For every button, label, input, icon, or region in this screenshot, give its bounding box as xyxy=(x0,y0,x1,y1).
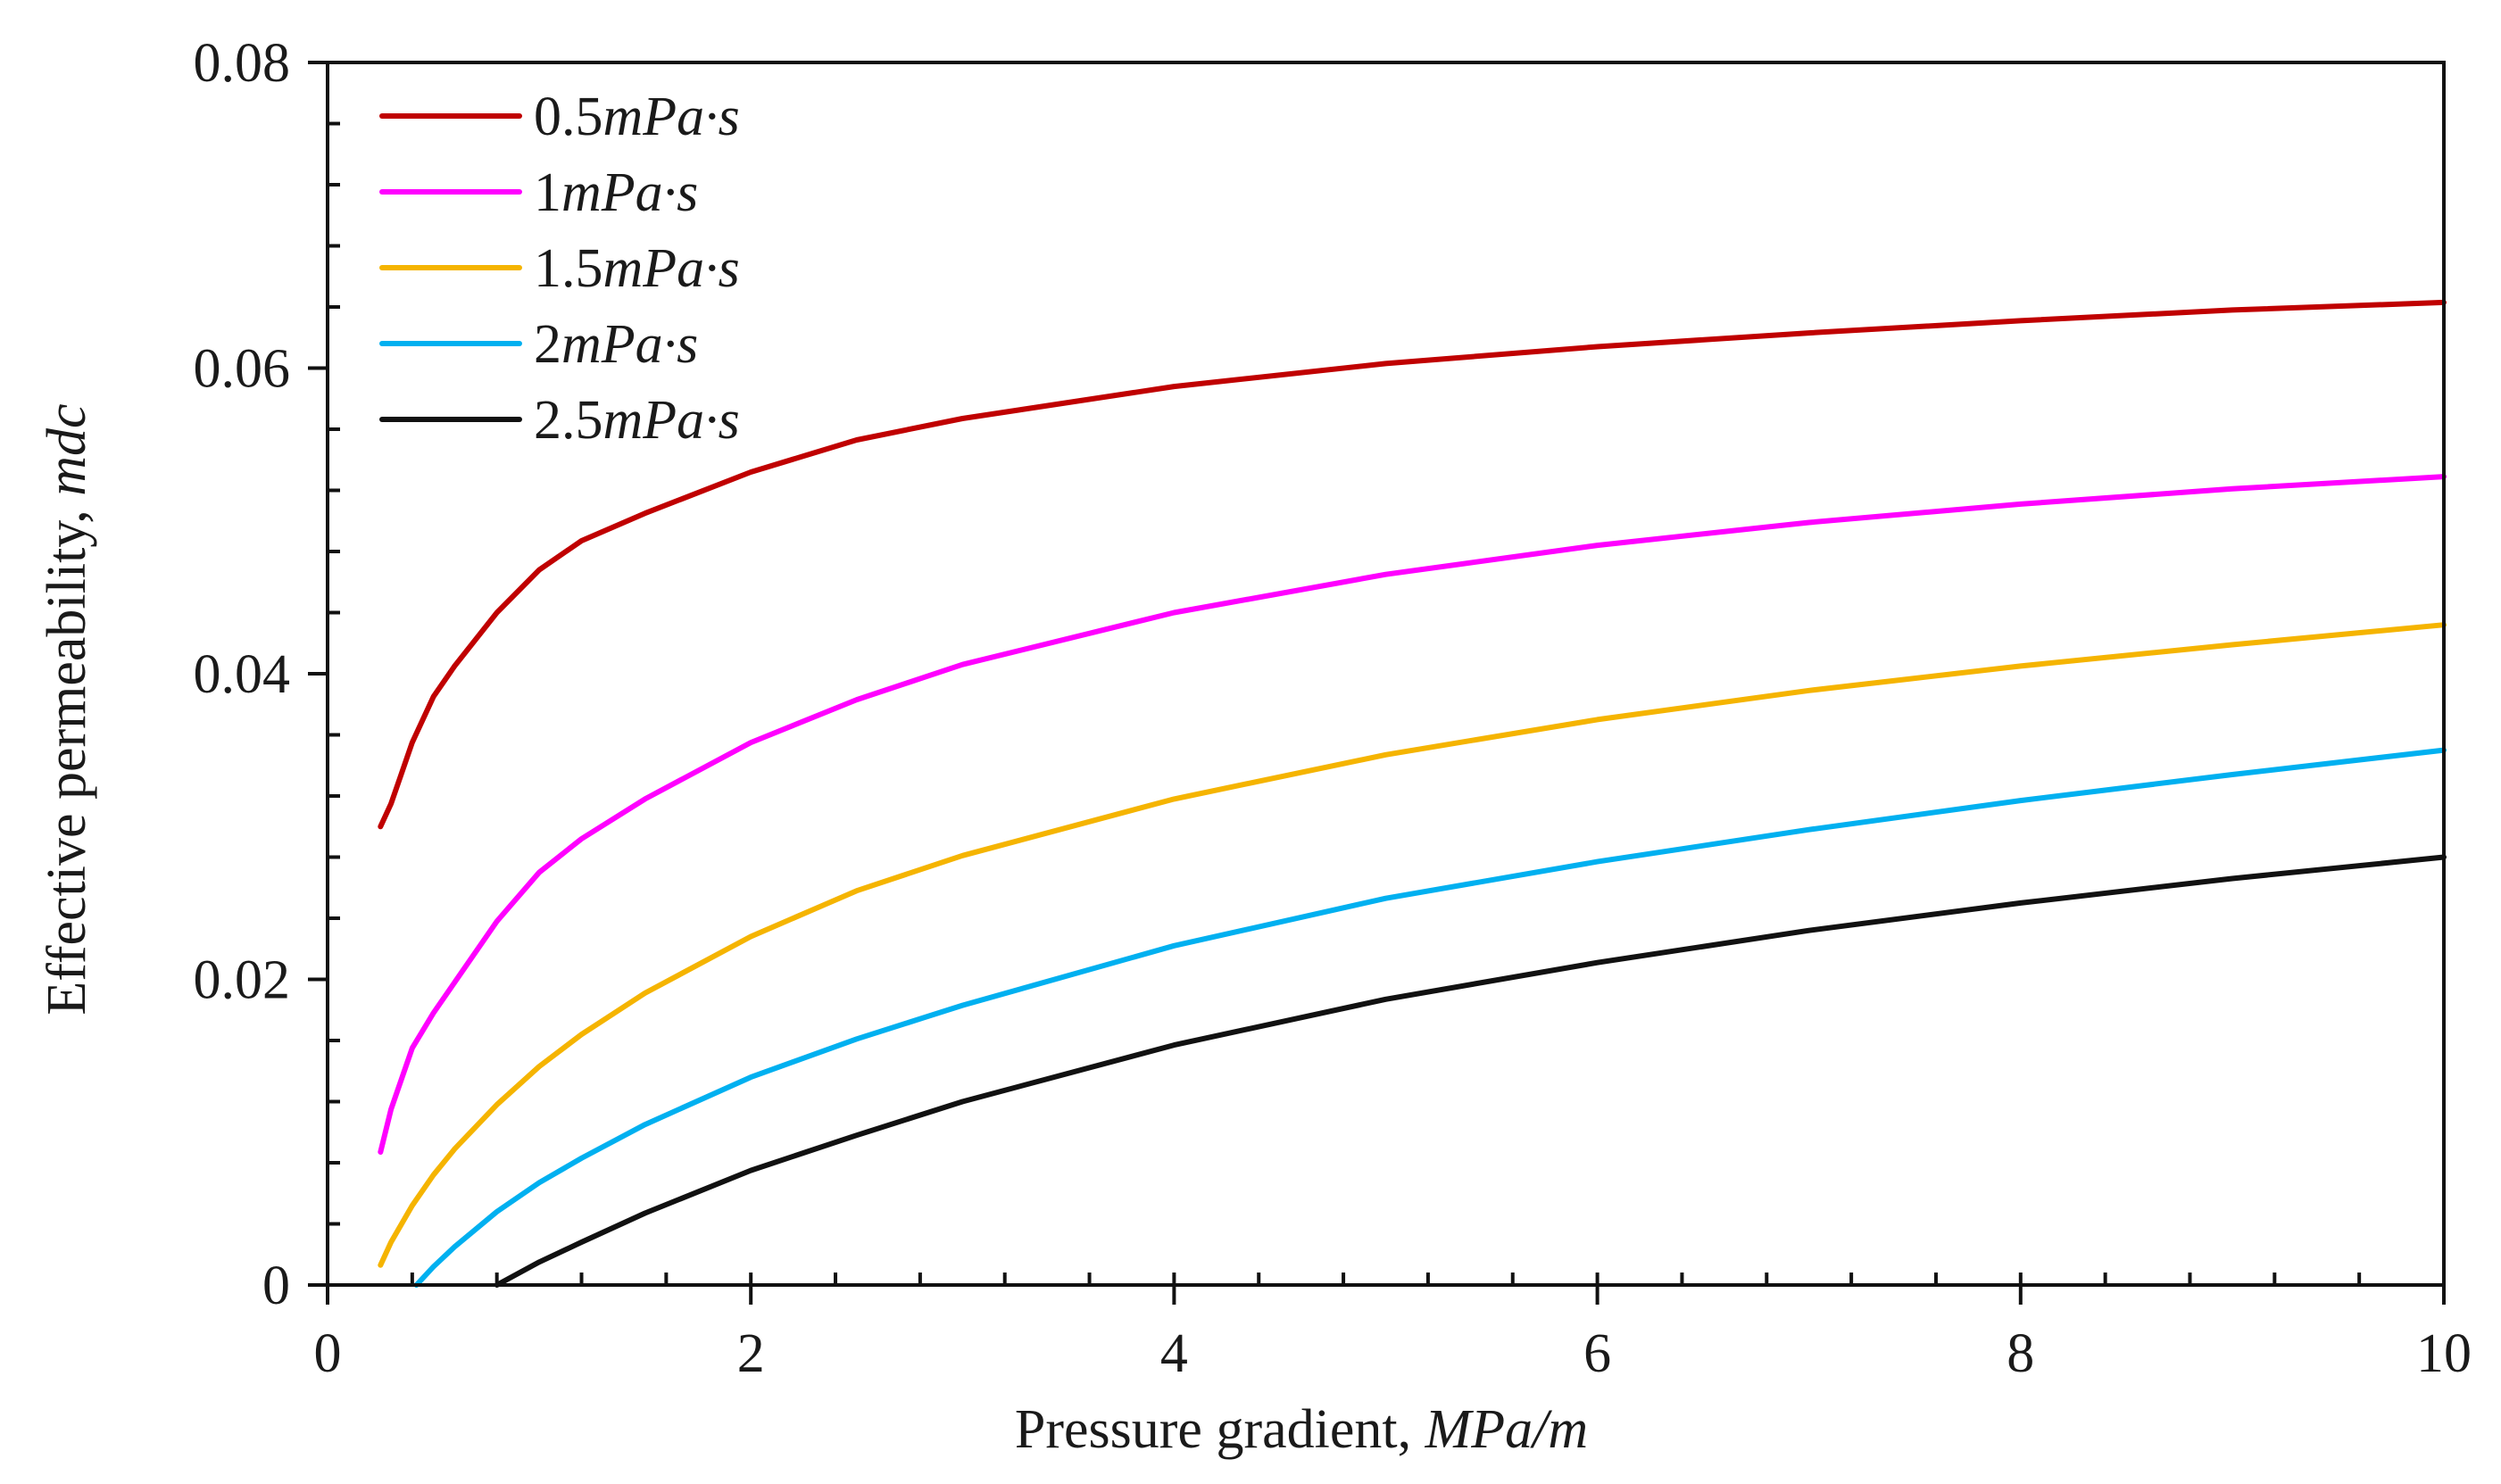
x-tick-label: 6 xyxy=(1583,1323,1611,1384)
x-axis-title-unit: MPa/m xyxy=(1425,1399,1589,1460)
series-line-2_5-mpa-s xyxy=(494,854,2447,1288)
x-tick-label: 0 xyxy=(314,1323,342,1384)
legend-item-1_5-mpa-s: 1.5mPa·s xyxy=(379,238,740,299)
y-axis-title-text: Effective permeability, xyxy=(37,496,97,1016)
y-axis-title: Effective permeability, mdc xyxy=(37,403,97,1015)
legend-label: 2mPa·s xyxy=(534,314,698,375)
axes-layer xyxy=(308,61,2446,1305)
legend-label: 2.5mPa·s xyxy=(534,390,740,451)
legend-value: 1.5 xyxy=(534,238,603,299)
y-tick-label: 0.06 xyxy=(194,339,291,400)
legend-value: 2.5 xyxy=(534,390,603,451)
series-layer xyxy=(378,299,2447,1288)
legend-label: 1mPa·s xyxy=(534,162,698,223)
legend-unit: mPa·s xyxy=(603,87,740,147)
legend-unit: mPa·s xyxy=(603,390,740,451)
x-tick-label: 2 xyxy=(737,1323,765,1384)
x-tick-label: 8 xyxy=(2007,1323,2034,1384)
y-tick-label: 0.02 xyxy=(194,950,291,1011)
legend-value: 0.5 xyxy=(534,87,603,147)
legend-unit: mPa·s xyxy=(561,314,698,375)
legend-item-2_5-mpa-s: 2.5mPa·s xyxy=(379,390,740,451)
x-tick-label: 10 xyxy=(2416,1323,2472,1384)
series-line-1_5-mpa-s xyxy=(378,622,2447,1268)
legend-item-2-mpa-s: 2mPa·s xyxy=(379,314,698,375)
x-axis-title: Pressure gradient, MPa/m xyxy=(1015,1399,1588,1460)
x-tick-label: 4 xyxy=(1160,1323,1188,1384)
tick-labels: 0 0.02 0.04 0.06 0.08 0 2 4 6 8 10 xyxy=(194,33,2472,1384)
y-tick-label: 0.04 xyxy=(194,644,291,705)
y-tick-label: 0 xyxy=(262,1256,290,1316)
legend-label: 0.5mPa·s xyxy=(534,87,740,147)
y-tick-label: 0.08 xyxy=(194,33,291,94)
legend-item-1-mpa-s: 1mPa·s xyxy=(379,162,698,223)
legend-label: 1.5mPa·s xyxy=(534,238,740,299)
legend-unit: mPa·s xyxy=(561,162,698,223)
legend-unit: mPa·s xyxy=(603,238,740,299)
series-line-2-mpa-s xyxy=(413,747,2447,1288)
legend-item-0_5-mpa-s: 0.5mPa·s xyxy=(379,87,740,147)
series-line-0_5-mpa-s xyxy=(378,299,2447,830)
x-axis-title-text: Pressure gradient, xyxy=(1015,1399,1425,1460)
legend-value: 2 xyxy=(534,314,561,375)
series-line-1-mpa-s xyxy=(378,474,2447,1155)
y-axis-title-unit: mdc xyxy=(37,403,97,495)
legend-value: 1 xyxy=(534,162,561,223)
